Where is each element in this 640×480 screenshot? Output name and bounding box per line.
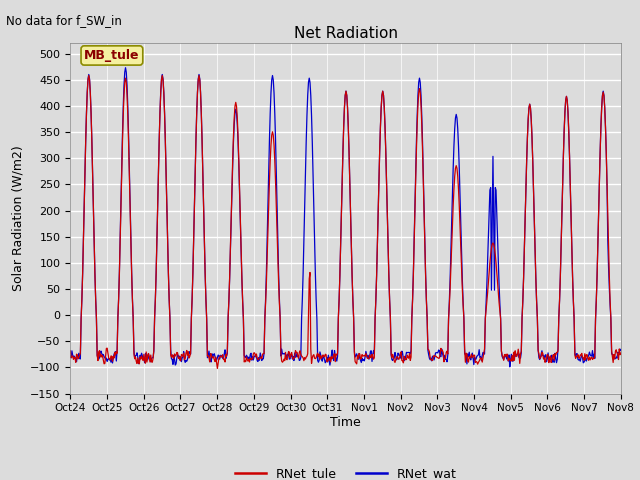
RNet_wat	[219, 356, 227, 361]
Line: RNet_wat: RNet_wat	[70, 68, 621, 367]
RNet_tule	[190, 239, 198, 244]
Y-axis label: Solar Radiation (W/m2): Solar Radiation (W/m2)	[12, 145, 25, 291]
RNet_wat	[122, 65, 129, 71]
RNet_tule	[617, 350, 625, 356]
RNet_tule	[214, 366, 221, 372]
Text: No data for f_SW_in: No data for f_SW_in	[6, 14, 122, 27]
RNet_wat	[67, 353, 74, 359]
RNet_wat	[429, 353, 437, 359]
X-axis label: Time: Time	[330, 416, 361, 429]
RNet_tule	[67, 348, 74, 354]
RNet_wat	[506, 364, 514, 370]
RNet_wat	[134, 354, 141, 360]
Legend: RNet_tule, RNet_wat: RNet_tule, RNet_wat	[230, 462, 461, 480]
RNet_wat	[413, 113, 421, 119]
RNet_tule	[414, 102, 422, 108]
RNet_tule	[430, 353, 438, 359]
Text: MB_tule: MB_tule	[84, 49, 140, 62]
Title: Net Radiation: Net Radiation	[294, 25, 397, 41]
RNet_tule	[220, 357, 227, 362]
RNet_tule	[77, 350, 84, 356]
RNet_wat	[617, 348, 625, 353]
Line: RNet_tule: RNet_tule	[70, 75, 621, 369]
RNet_tule	[85, 72, 93, 78]
RNet_wat	[190, 238, 198, 244]
RNet_tule	[134, 355, 141, 361]
RNet_wat	[77, 356, 84, 362]
